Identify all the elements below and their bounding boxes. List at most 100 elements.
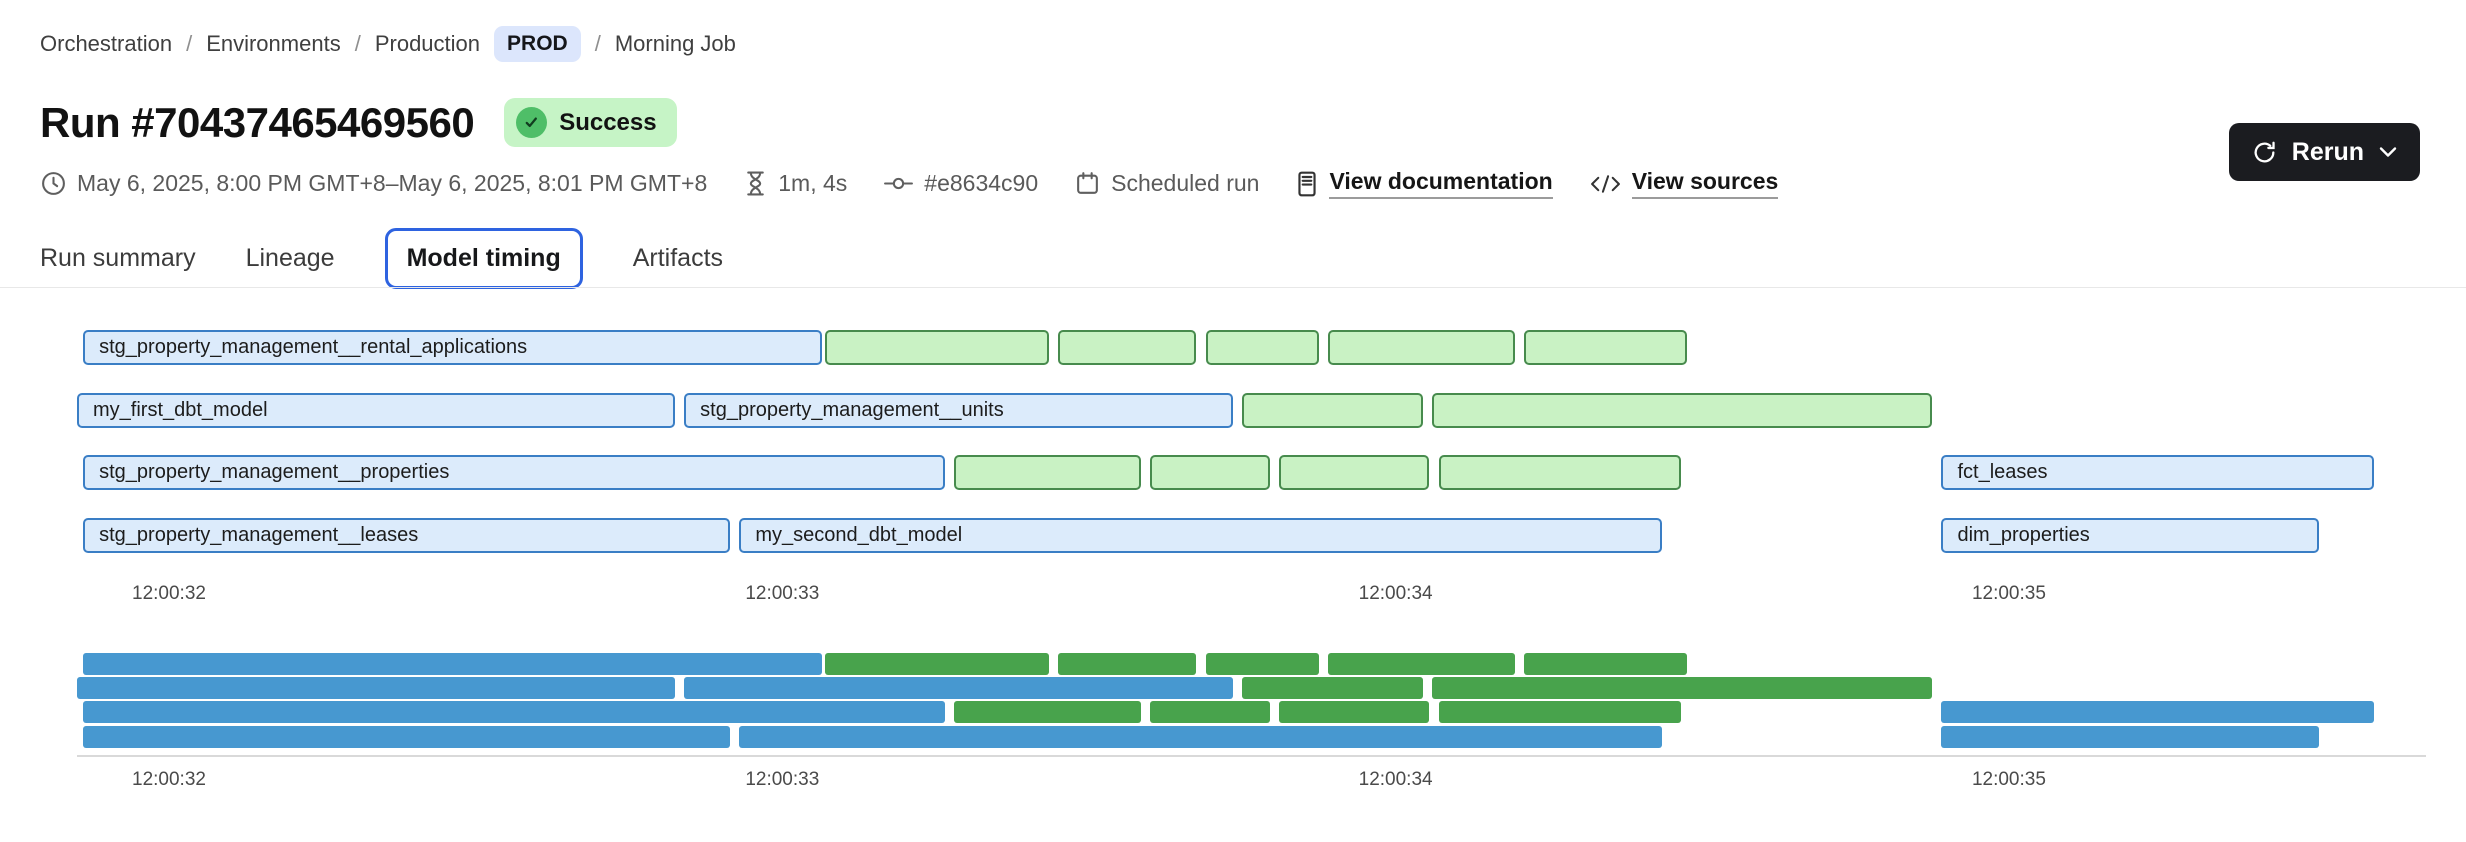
axis-tick-label: 12:00:35 xyxy=(1971,769,2046,790)
time-range-text: May 6, 2025, 8:00 PM GMT+8–May 6, 2025, … xyxy=(77,170,708,196)
gantt-bar[interactable] xyxy=(1058,330,1197,365)
view-sources-link[interactable]: View sources xyxy=(1631,168,1779,199)
gantt-bar[interactable] xyxy=(954,455,1142,490)
gantt-bar[interactable]: stg_property_management__units xyxy=(684,392,1234,428)
gantt-bar[interactable] xyxy=(1205,330,1320,365)
minimap-bar[interactable] xyxy=(83,725,731,748)
header: Run #70437465469560 Success xyxy=(40,98,677,147)
status-badge: Success xyxy=(504,98,677,147)
trigger-type: Scheduled run xyxy=(1074,170,1259,197)
code-icon xyxy=(1590,174,1620,193)
commit-icon xyxy=(884,177,914,190)
view-documentation-link[interactable]: View documentation xyxy=(1329,168,1553,199)
refresh-icon xyxy=(2251,139,2278,166)
trigger-text: Scheduled run xyxy=(1111,170,1260,196)
minimap-bar[interactable] xyxy=(739,725,1663,748)
gantt-minimap[interactable] xyxy=(77,653,2426,757)
commit-hash: #e8634c90 xyxy=(883,170,1038,197)
minimap-time-axis: 12:00:32 12:00:33 12:00:34 12:00:35 xyxy=(77,769,2426,795)
minimap-bar[interactable] xyxy=(1432,677,1933,700)
gantt-bar[interactable]: stg_property_management__leases xyxy=(83,517,731,553)
duration: 1m, 4s xyxy=(743,170,847,197)
minimap-bar[interactable] xyxy=(1524,653,1688,675)
gantt-bar-label: my_second_dbt_model xyxy=(755,523,963,546)
duration-text: 1m, 4s xyxy=(778,170,848,196)
gantt-bar[interactable]: dim_properties xyxy=(1941,517,2319,553)
rerun-button[interactable]: Rerun xyxy=(2228,123,2420,181)
gantt-bar-label: stg_property_management__leases xyxy=(99,523,419,546)
axis-tick-label: 12:00:33 xyxy=(745,583,820,604)
minimap-bar[interactable] xyxy=(1150,701,1270,724)
tab-model-timing[interactable]: Model timing xyxy=(384,228,583,289)
gantt-bar-label: stg_property_management__properties xyxy=(99,461,450,483)
minimap-bar[interactable] xyxy=(684,677,1234,700)
gantt-bar[interactable] xyxy=(1328,330,1516,365)
gantt-bar-label: dim_properties xyxy=(1957,523,2090,546)
tab-lineage[interactable]: Lineage xyxy=(245,244,335,272)
time-range: May 6, 2025, 8:00 PM GMT+8–May 6, 2025, … xyxy=(40,170,707,197)
minimap-bar[interactable] xyxy=(1058,653,1197,675)
rerun-label: Rerun xyxy=(2291,137,2364,166)
view-documentation[interactable]: View documentation xyxy=(1295,168,1553,199)
gantt-bar[interactable] xyxy=(1524,330,1688,365)
breadcrumb-orchestration[interactable]: Orchestration xyxy=(40,31,173,56)
axis-tick-label: 12:00:32 xyxy=(132,769,206,790)
tabs-divider xyxy=(0,287,2466,288)
gantt-bar-label: stg_property_management__rental_applicat… xyxy=(99,336,528,358)
gantt-bar[interactable] xyxy=(1438,455,1681,490)
gantt-bar[interactable] xyxy=(1432,392,1933,428)
minimap-bar[interactable] xyxy=(1941,725,2319,748)
tab-artifacts[interactable]: Artifacts xyxy=(632,244,724,272)
minimap-bar[interactable] xyxy=(954,701,1142,724)
gantt-bar-label: stg_property_management__units xyxy=(700,398,1004,421)
hourglass-icon xyxy=(747,171,765,196)
calendar-icon xyxy=(1077,172,1099,194)
minimap-bar[interactable] xyxy=(83,701,945,724)
breadcrumb-separator: / xyxy=(594,31,601,56)
tab-run-summary[interactable]: Run summary xyxy=(40,244,196,272)
prod-env-badge: PROD xyxy=(494,26,581,62)
check-circle-icon xyxy=(516,107,548,138)
page-title: Run #70437465469560 xyxy=(40,98,475,146)
gantt-bar[interactable]: my_second_dbt_model xyxy=(739,517,1663,553)
gantt-bar-label: fct_leases xyxy=(1957,461,2048,483)
axis-tick-label: 12:00:34 xyxy=(1358,583,1433,604)
chevron-down-icon xyxy=(2378,145,2398,159)
gantt-bar[interactable]: my_first_dbt_model xyxy=(77,392,676,428)
commit-text[interactable]: #e8634c90 xyxy=(924,170,1039,196)
gantt-bar[interactable]: stg_property_management__rental_applicat… xyxy=(83,330,823,365)
gantt-bar[interactable] xyxy=(1242,392,1424,428)
gantt-bar-label: my_first_dbt_model xyxy=(93,398,268,421)
breadcrumb-morning-job[interactable]: Morning Job xyxy=(614,31,736,56)
view-sources[interactable]: View sources xyxy=(1589,168,1779,199)
tab-bar: Run summary Lineage Model timing Artifac… xyxy=(40,228,723,289)
breadcrumb-separator: / xyxy=(354,31,361,56)
axis-tick-label: 12:00:34 xyxy=(1358,769,1433,790)
minimap-bar[interactable] xyxy=(1279,701,1430,724)
status-label: Success xyxy=(559,108,657,136)
gantt-bar[interactable]: fct_leases xyxy=(1941,455,2374,490)
minimap-bar[interactable] xyxy=(1941,701,2374,724)
minimap-bar[interactable] xyxy=(1242,677,1424,700)
gantt-bar[interactable] xyxy=(1279,455,1430,490)
clock-icon xyxy=(42,172,65,195)
minimap-bar[interactable] xyxy=(83,653,823,675)
gantt-bar[interactable] xyxy=(825,330,1050,365)
gantt-bar[interactable]: stg_property_management__properties xyxy=(83,455,945,490)
breadcrumb: Orchestration / Environments / Productio… xyxy=(40,26,736,62)
run-meta: May 6, 2025, 8:00 PM GMT+8–May 6, 2025, … xyxy=(40,168,1779,199)
minimap-bar[interactable] xyxy=(77,677,676,700)
minimap-bar[interactable] xyxy=(1205,653,1320,675)
gantt-bar[interactable] xyxy=(1150,455,1270,490)
breadcrumb-environments[interactable]: Environments xyxy=(206,31,341,56)
model-timing-gantt: stg_property_management__rental_applicat… xyxy=(77,330,2426,554)
minimap-bar[interactable] xyxy=(1328,653,1516,675)
minimap-bar[interactable] xyxy=(1438,701,1681,724)
minimap-bar[interactable] xyxy=(825,653,1050,675)
axis-tick-label: 12:00:35 xyxy=(1971,583,2046,604)
axis-tick-label: 12:00:33 xyxy=(745,769,820,790)
axis-tick-label: 12:00:32 xyxy=(132,583,206,604)
breadcrumb-production[interactable]: Production xyxy=(374,31,481,56)
breadcrumb-separator: / xyxy=(186,31,193,56)
